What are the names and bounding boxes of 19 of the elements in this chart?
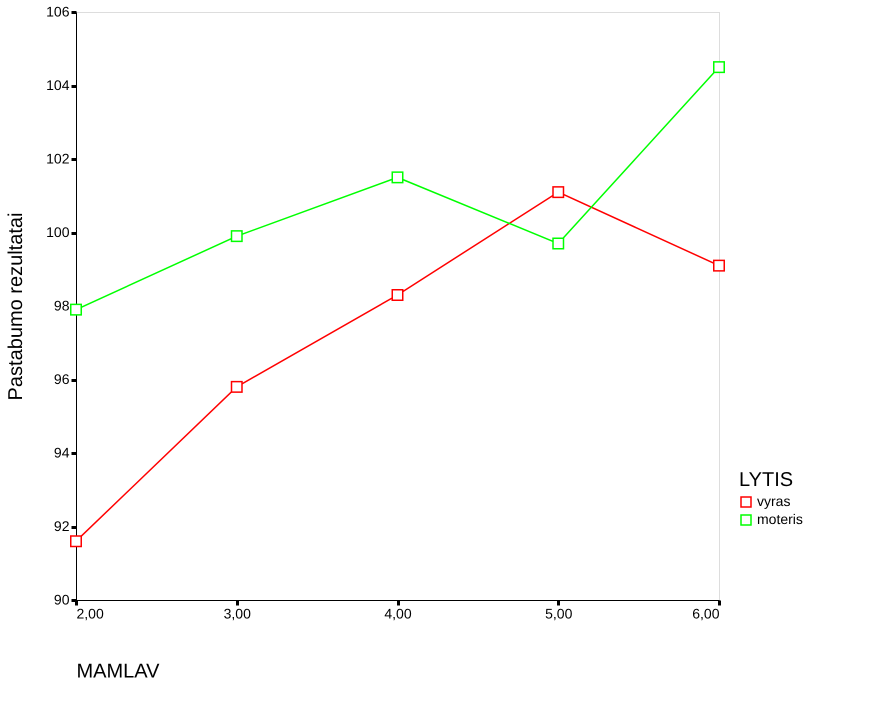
x-tick-label: 2,00 bbox=[76, 606, 104, 622]
y-tick-label: 98 bbox=[54, 298, 70, 314]
y-tick-label: 100 bbox=[46, 224, 70, 240]
y-tick-label: 96 bbox=[54, 371, 70, 387]
y-tick-label: 94 bbox=[54, 444, 70, 460]
x-tick-label: 5,00 bbox=[545, 606, 573, 622]
x-tick-label: 6,00 bbox=[692, 606, 720, 622]
y-tick-label: 90 bbox=[54, 592, 70, 608]
y-tick-label: 106 bbox=[46, 4, 70, 20]
y-tick-label: 102 bbox=[46, 150, 70, 166]
x-axis-title: MAMLAV bbox=[76, 660, 160, 682]
x-tick-label: 3,00 bbox=[224, 606, 252, 622]
x-tick-label: 4,00 bbox=[384, 606, 412, 622]
y-axis-title: Pastabumo rezultatai bbox=[5, 212, 28, 400]
legend-label: vyras bbox=[757, 493, 790, 509]
y-tick-label: 104 bbox=[46, 77, 70, 93]
y-tick-label: 92 bbox=[54, 518, 70, 534]
legend-label: moteris bbox=[757, 511, 803, 527]
legend-title: LYTIS bbox=[739, 469, 794, 491]
